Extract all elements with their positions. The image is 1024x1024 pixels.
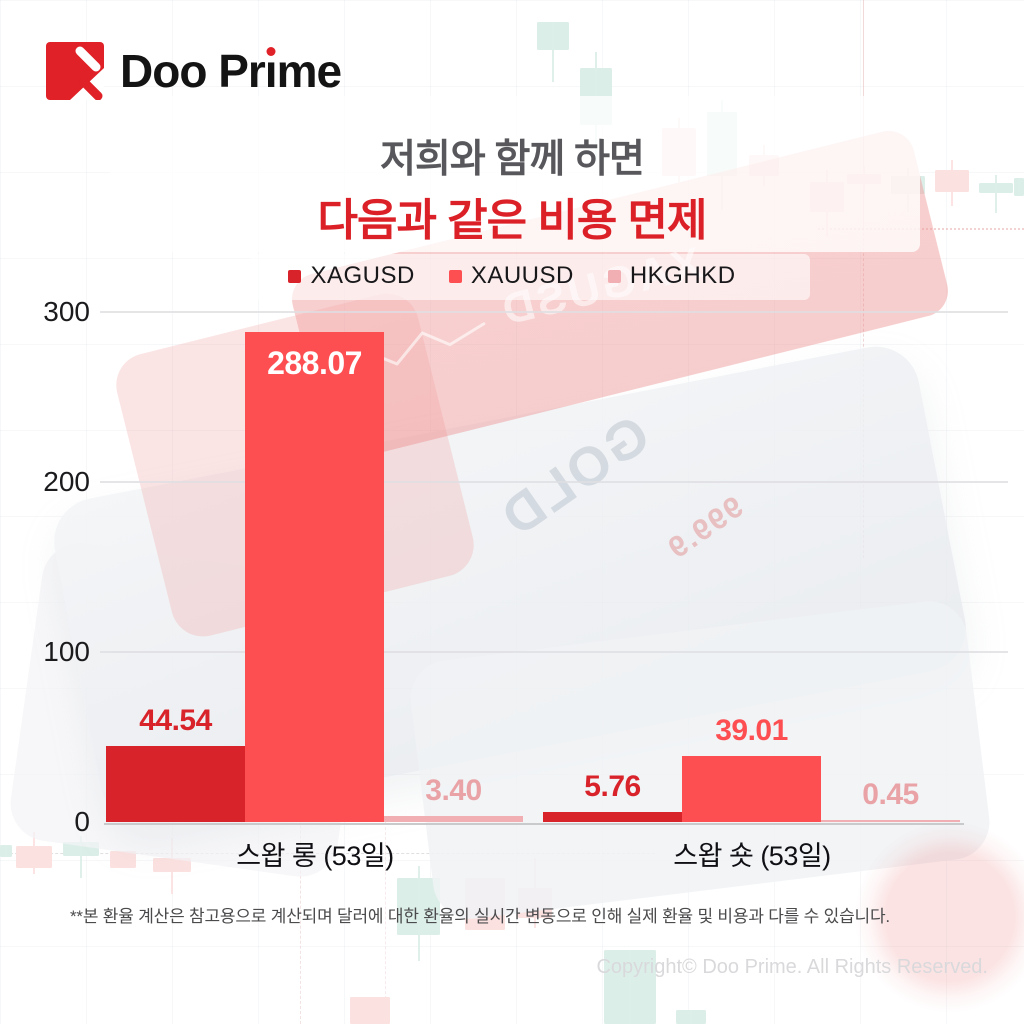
candlestick-decoration <box>979 175 1013 213</box>
candlestick-decoration <box>110 851 136 868</box>
legend-backdrop <box>250 254 810 300</box>
ingot-purity-watermark: 999.9 <box>660 490 750 567</box>
title-line-gray: 저희와 함께 하면 <box>380 138 645 181</box>
candlestick-decoration <box>16 832 52 874</box>
bar-value-label: 3.40 <box>425 774 482 808</box>
logo-wordmark: Doo Prıme <box>120 45 342 97</box>
gridline-100 <box>100 651 1008 653</box>
legend-label: HKGHKD <box>629 262 736 289</box>
y-tick-200: 200 <box>43 466 90 497</box>
red-circle-decoration <box>855 822 1024 1012</box>
ingot-gold-watermark: GOLD <box>488 403 661 550</box>
chart-grid-vline-dashed-decoration <box>385 822 386 1024</box>
category-label-swap-long: 스왑 롱 (53일) <box>236 841 394 871</box>
doo-prime-logo: Doo Prıme <box>46 42 342 100</box>
bar-xauusd-swap-long <box>245 332 384 822</box>
candlestick-decoration <box>676 1010 706 1024</box>
copyright-text: Copyright© Doo Prime. All Rights Reserve… <box>596 956 988 978</box>
candlestick-decoration <box>604 950 656 1024</box>
category-label-swap-short: 스왑 숏 (53일) <box>673 841 831 871</box>
legend-label: XAUUSD <box>470 262 574 289</box>
bar-value-label: 5.76 <box>584 770 641 804</box>
legend-swatch-xagusd <box>288 269 302 283</box>
x-axis-line <box>104 823 964 825</box>
doo-prime-logo-icon <box>46 42 104 100</box>
bar-value-label: 39.01 <box>715 713 788 747</box>
bar-value-label: 44.54 <box>139 704 212 738</box>
y-tick-0: 0 <box>74 806 90 837</box>
candlestick-decoration <box>1014 178 1024 196</box>
title-line-red: 다음과 같은 비용 면제 <box>317 196 708 245</box>
legend-item-xauusd: XAUUSD <box>448 262 574 290</box>
y-tick-300: 300 <box>43 296 90 327</box>
bar-xauusd-swap-short <box>682 755 821 822</box>
legend-swatch-hkghkd <box>607 269 621 283</box>
bar-value-label: 288.07 <box>267 345 362 382</box>
bar-hkghkd-swap-short <box>821 820 960 822</box>
chart-legend: XAGUSD XAUUSD HKGHKD <box>0 262 1024 290</box>
candlestick-decoration <box>935 160 969 206</box>
y-tick-100: 100 <box>43 636 90 667</box>
candlestick-decoration <box>537 22 569 82</box>
candlestick-decoration <box>153 838 191 894</box>
candlestick-decoration <box>350 997 390 1024</box>
legend-swatch-xauusd <box>448 269 462 283</box>
gridline-300 <box>100 311 1008 313</box>
gridline-200 <box>100 481 1008 483</box>
legend-label: XAGUSD <box>310 262 415 289</box>
legend-item-xagusd: XAGUSD <box>288 262 414 290</box>
legend-item-hkghkd: HKGHKD <box>607 262 736 290</box>
bar-xagusd-swap-long <box>106 746 245 822</box>
bar-hkghkd-swap-long <box>384 816 523 822</box>
bar-xagusd-swap-short <box>543 812 682 822</box>
title-backdrop <box>110 96 920 252</box>
candlestick-decoration <box>0 845 12 857</box>
disclaimer-footnote: **본 환율 계산은 참고용으로 계산되며 달러에 대한 환율의 실시간 변동으… <box>70 907 890 926</box>
bar-value-label: 0.45 <box>862 778 919 811</box>
